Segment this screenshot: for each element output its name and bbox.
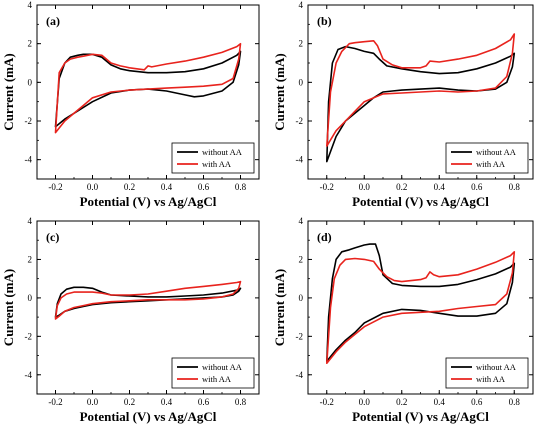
y-tick-label: 0 bbox=[28, 77, 33, 87]
panel-c: -0.2 0.0 0.2 0.4 0.6 0.8 -4 -2 0 2 4 Potential (V) … bbox=[1, 216, 260, 424]
x-tick-label: 0.2 bbox=[396, 397, 407, 407]
y-tick-label: -4 bbox=[296, 155, 304, 165]
legend-box bbox=[445, 142, 529, 174]
y-axis-label: Current (mA) bbox=[1, 53, 16, 130]
x-tick-label: 0.4 bbox=[161, 182, 173, 192]
legend-entry: with AA bbox=[202, 374, 232, 384]
legend-box bbox=[445, 357, 529, 389]
x-axis-label: Potential (V) vs Ag/AgCl bbox=[352, 409, 489, 424]
legend-box bbox=[171, 357, 255, 389]
legend-entry: without AA bbox=[476, 147, 517, 157]
x-tick-label: 0.4 bbox=[434, 397, 446, 407]
x-tick-label: 0.8 bbox=[235, 397, 247, 407]
y-axis-label: Current (mA) bbox=[272, 269, 287, 346]
panel-label: (c) bbox=[46, 230, 59, 244]
x-tick-label: 0.8 bbox=[509, 397, 521, 407]
x-tick-label: 0.0 bbox=[87, 182, 99, 192]
panel-label: (a) bbox=[46, 14, 60, 28]
y-tick-label: 2 bbox=[299, 39, 304, 49]
series-line-with-aa bbox=[326, 33, 516, 147]
legend-entry: with AA bbox=[202, 159, 232, 169]
x-tick-label: -0.2 bbox=[48, 397, 62, 407]
legend: without AA with AA bbox=[445, 357, 529, 389]
y-axis-label: Current (mA) bbox=[272, 53, 287, 130]
x-tick-label: 0.0 bbox=[87, 397, 99, 407]
series-line-without-aa bbox=[326, 243, 516, 363]
x-tick-label: 0.6 bbox=[198, 182, 210, 192]
x-tick-label: 0.6 bbox=[471, 182, 483, 192]
series-line-with-aa bbox=[54, 42, 242, 134]
panel-b: -0.2 0.0 0.2 0.4 0.6 0.8 -4 -2 0 2 4 Potential (V) … bbox=[272, 0, 534, 209]
legend: without AA with AA bbox=[445, 142, 529, 174]
x-tick-label: 0.4 bbox=[434, 182, 446, 192]
y-tick-label: -2 bbox=[25, 331, 33, 341]
y-tick-label: -4 bbox=[296, 370, 304, 380]
series-line-with-aa bbox=[326, 251, 516, 364]
legend: without AA with AA bbox=[171, 142, 255, 174]
y-tick-label: 0 bbox=[299, 77, 304, 87]
legend-box bbox=[171, 142, 255, 174]
y-tick-label: 4 bbox=[299, 216, 304, 226]
x-axis-label: Potential (V) vs Ag/AgCl bbox=[80, 194, 217, 209]
x-tick-label: 0.0 bbox=[359, 397, 371, 407]
y-tick-label: -2 bbox=[296, 331, 304, 341]
y-tick-label: 4 bbox=[299, 0, 304, 10]
y-tick-label: 4 bbox=[28, 216, 33, 226]
y-tick-label: 4 bbox=[28, 0, 33, 10]
y-tick-label: -4 bbox=[25, 155, 33, 165]
series-line-with-aa bbox=[54, 280, 242, 320]
x-tick-label: 0.4 bbox=[161, 397, 173, 407]
legend-entry: without AA bbox=[202, 147, 243, 157]
legend: without AA with AA bbox=[171, 357, 255, 389]
x-tick-label: 0.2 bbox=[396, 182, 407, 192]
x-tick-label: 0.8 bbox=[509, 182, 521, 192]
x-tick-label: -0.2 bbox=[320, 182, 334, 192]
x-tick-label: 0.6 bbox=[471, 397, 483, 407]
y-tick-label: -4 bbox=[25, 370, 33, 380]
panel-label: (d) bbox=[317, 230, 332, 244]
panel-label: (b) bbox=[317, 14, 332, 28]
y-tick-label: 0 bbox=[28, 293, 33, 303]
y-tick-label: 0 bbox=[299, 293, 304, 303]
legend-entry: without AA bbox=[476, 362, 517, 372]
y-axis-label: Current (mA) bbox=[1, 269, 16, 346]
x-tick-label: 0.0 bbox=[359, 182, 371, 192]
x-tick-label: 0.2 bbox=[124, 182, 135, 192]
panel-a: -0.2 0.0 0.2 0.4 0.6 0.8 -4 -2 0 2 4 Potential (V) … bbox=[1, 0, 260, 209]
y-tick-label: -2 bbox=[296, 116, 304, 126]
y-tick-label: -2 bbox=[25, 116, 33, 126]
y-tick-label: 2 bbox=[28, 254, 33, 264]
legend-entry: without AA bbox=[202, 362, 243, 372]
legend-entry: with AA bbox=[476, 159, 506, 169]
x-tick-label: 0.6 bbox=[198, 397, 210, 407]
y-tick-label: 2 bbox=[28, 39, 33, 49]
x-tick-label: 0.2 bbox=[124, 397, 135, 407]
legend-entry: with AA bbox=[476, 374, 506, 384]
x-axis-label: Potential (V) vs Ag/AgCl bbox=[80, 409, 217, 424]
x-tick-label: -0.2 bbox=[320, 397, 334, 407]
x-tick-label: -0.2 bbox=[48, 182, 62, 192]
x-axis-label: Potential (V) vs Ag/AgCl bbox=[352, 194, 489, 209]
x-tick-label: 0.8 bbox=[235, 182, 247, 192]
y-tick-label: 2 bbox=[299, 254, 304, 264]
panel-d: -0.2 0.0 0.2 0.4 0.6 0.8 -4 -2 0 2 4 Potential (V) … bbox=[272, 216, 534, 424]
